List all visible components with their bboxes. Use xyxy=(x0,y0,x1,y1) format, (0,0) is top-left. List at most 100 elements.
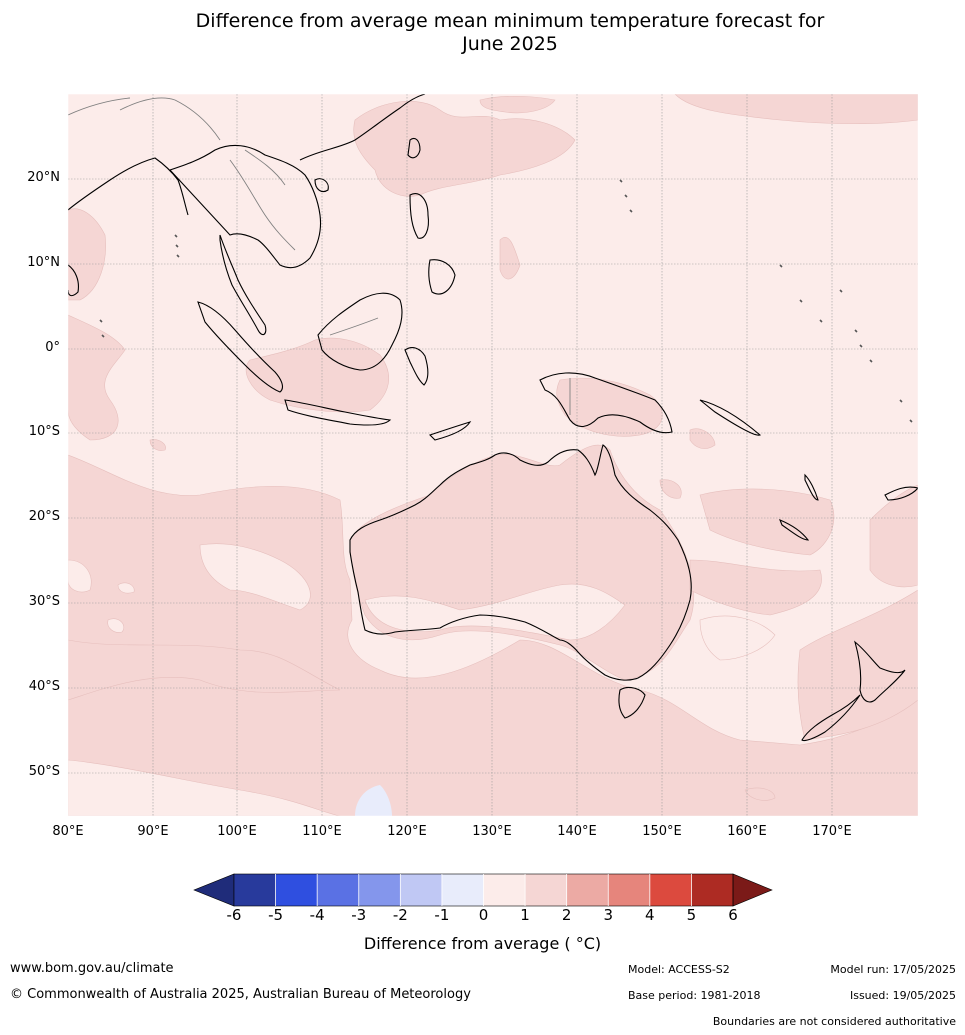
anomaly-patch-fiji xyxy=(659,479,682,499)
colorbar-tick: 3 xyxy=(603,906,614,924)
boundaries-disclaimer: Boundaries are not considered authoritat… xyxy=(712,1015,956,1028)
title-line-1: Difference from average mean minimum tem… xyxy=(195,10,825,32)
islands-micronesia xyxy=(619,179,913,423)
islands-andaman xyxy=(174,234,180,258)
anomaly-hole-tasman xyxy=(699,615,776,661)
anomaly-patch-east-indian-ocean xyxy=(499,237,521,280)
chart-title: Difference from average mean minimum tem… xyxy=(0,10,965,56)
coast-indochina xyxy=(169,144,322,269)
colorbar-tick: 1 xyxy=(520,906,530,924)
colorbar-title: Difference from average ( °C) xyxy=(363,934,602,953)
coast-sumatra xyxy=(197,301,284,393)
coast-taiwan xyxy=(407,137,421,159)
longitude-label: 140°E xyxy=(557,824,597,839)
longitude-label: 100°E xyxy=(217,824,257,839)
website-link[interactable]: www.bom.gov.au/climate xyxy=(10,961,174,976)
coast-new-zealand-south xyxy=(801,694,861,742)
longitude-label: 160°E xyxy=(727,824,767,839)
colorbar-under-arrow xyxy=(193,873,235,907)
anomaly-patch-southwest xyxy=(68,639,341,701)
anomaly-patch-solomon-sea xyxy=(689,428,716,449)
colorbar-bin xyxy=(483,874,526,906)
anomaly-minus1-0-region xyxy=(355,785,392,816)
colorbar-bin xyxy=(441,874,484,906)
coast-sri-lanka xyxy=(68,264,79,297)
anomaly-0-1-holes xyxy=(68,543,776,816)
colorbar-bin xyxy=(358,874,401,906)
colorbar-tick: 5 xyxy=(686,906,697,924)
anomaly-hole-indian-ocean-1 xyxy=(199,543,311,611)
colorbar-bin xyxy=(566,874,609,906)
latitude-label: 20°S xyxy=(28,509,60,524)
anomaly-patch-equatorial-indian-ocean xyxy=(68,314,126,441)
coast-mindanao xyxy=(428,259,456,295)
coast-hainan xyxy=(314,178,329,193)
anomaly-patch-new-zealand xyxy=(797,589,918,741)
coast-india-bay-of-bengal xyxy=(68,157,189,216)
coast-new-guinea xyxy=(539,372,673,434)
longitude-label: 90°E xyxy=(137,824,169,839)
colorbar-tick: -1 xyxy=(434,906,450,924)
colorbar-tick: -2 xyxy=(392,906,408,924)
map-frame xyxy=(67,93,919,817)
colorbar-bin xyxy=(608,874,650,906)
latitude-label: 40°S xyxy=(28,679,60,694)
longitude-label: 170°E xyxy=(812,824,852,839)
anomaly-patch-south-pacific xyxy=(869,484,918,588)
coast-china xyxy=(299,94,426,161)
border-vietnam xyxy=(244,149,286,186)
anomaly-patch-west-pacific-north xyxy=(353,100,576,197)
coast-timor xyxy=(428,421,472,441)
colorbar-tick: 0 xyxy=(478,906,489,924)
colorbar-bin xyxy=(525,874,567,906)
coast-new-caledonia xyxy=(779,518,810,541)
longitude-label: 110°E xyxy=(302,824,342,839)
colorbar-bin xyxy=(275,874,318,906)
anomaly-patch-borneo-java xyxy=(245,337,389,413)
coast-luzon xyxy=(409,193,429,239)
base-period: Base period: 1981-2018 xyxy=(628,989,761,1002)
colorbar-bin xyxy=(234,874,276,906)
anomaly-patch-atlantic-indian xyxy=(479,95,556,114)
small-islands xyxy=(99,179,913,423)
latitude-label: 30°S xyxy=(28,594,60,609)
latitude-label: 10°N xyxy=(27,255,60,270)
anomaly-patch-south-ocean-east xyxy=(744,787,776,801)
colorbar-bin xyxy=(649,874,692,906)
colorbar-bin xyxy=(691,874,733,906)
coast-sulawesi xyxy=(404,347,429,386)
colorbar-tick: -5 xyxy=(268,906,284,924)
anomaly-patch-indian-ocean-south xyxy=(68,454,918,816)
colorbar-bin xyxy=(400,874,442,906)
longitude-label: 150°E xyxy=(642,824,682,839)
coast-australia xyxy=(349,444,692,681)
latitude-label: 20°N xyxy=(27,170,60,185)
anomaly-patch-maldives xyxy=(149,439,166,451)
longitude-label: 80°E xyxy=(52,824,84,839)
coastlines xyxy=(68,94,918,742)
anomaly-hole-indian-ocean-3 xyxy=(107,618,125,633)
anomaly-hole-southern-australia xyxy=(364,583,626,641)
colorbar xyxy=(193,873,773,907)
longitude-label: 120°E xyxy=(387,824,427,839)
islands-maldives xyxy=(99,319,105,338)
border-laos-thailand xyxy=(229,159,296,251)
anomaly-patch-coral-sea xyxy=(699,488,835,556)
model-run-date: Model run: 17/05/2025 xyxy=(830,963,956,976)
anomaly-hole-south-west xyxy=(68,559,92,593)
title-line-2: June 2025 xyxy=(462,33,558,55)
colorbar-tick: 2 xyxy=(561,906,572,924)
colorbar-tick: -4 xyxy=(309,906,325,924)
colorbar-bin xyxy=(317,874,359,906)
country-borders xyxy=(68,97,571,415)
coast-tasmania xyxy=(618,686,646,719)
map-area xyxy=(68,94,918,816)
colorbar-tick: -6 xyxy=(226,906,242,924)
latitude-label: 10°S xyxy=(28,424,60,439)
model-name: Model: ACCESS-S2 xyxy=(628,963,730,976)
issued-date: Issued: 19/05/2025 xyxy=(849,989,956,1002)
anomaly-hole-indian-ocean-2 xyxy=(117,582,135,594)
longitude-label: 130°E xyxy=(472,824,512,839)
copyright-notice: © Commonwealth of Australia 2025, Austra… xyxy=(10,987,471,1002)
